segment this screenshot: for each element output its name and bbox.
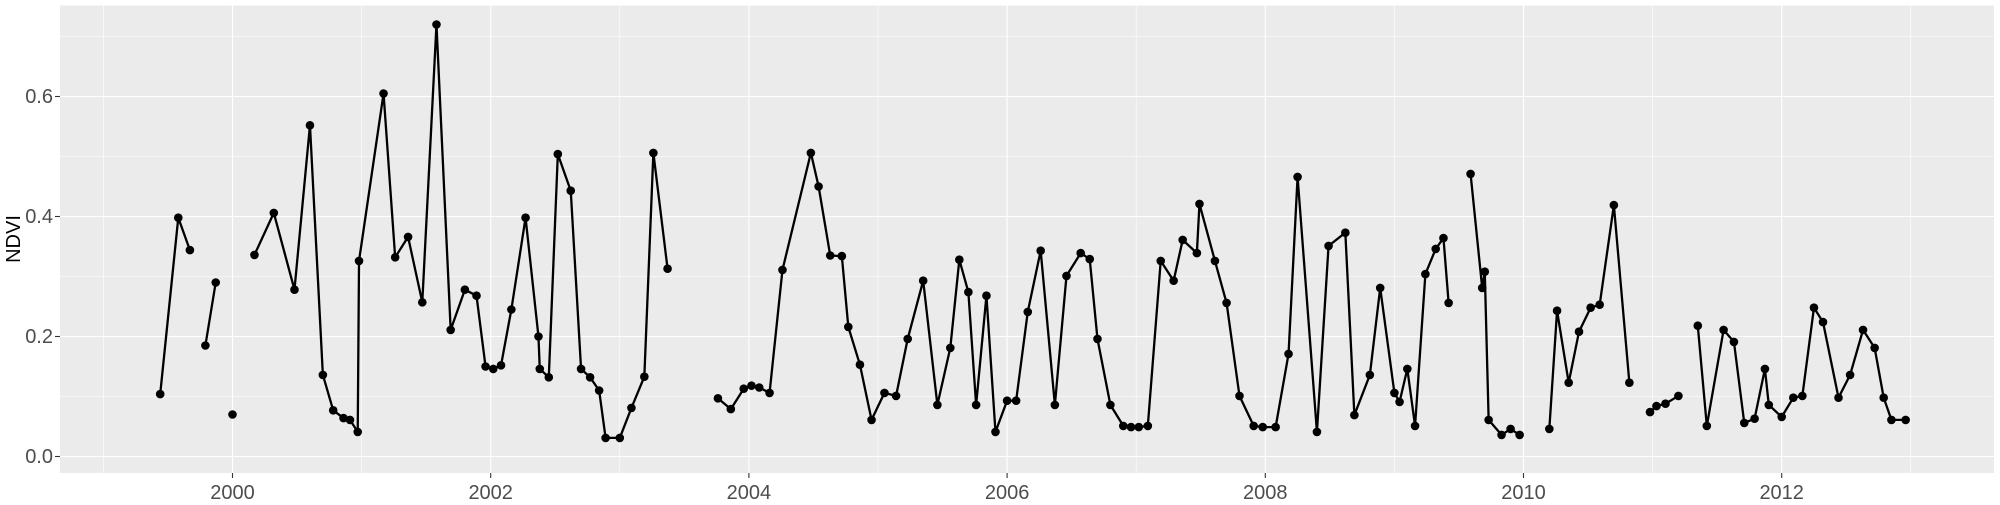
svg-text:2002: 2002 bbox=[468, 482, 513, 500]
svg-text:NDVI: NDVI bbox=[3, 215, 25, 263]
svg-text:0.2: 0.2 bbox=[25, 326, 53, 348]
svg-text:2008: 2008 bbox=[1243, 482, 1288, 500]
svg-text:2006: 2006 bbox=[985, 482, 1030, 500]
svg-text:0.0: 0.0 bbox=[25, 446, 53, 468]
svg-text:0.4: 0.4 bbox=[25, 206, 53, 228]
svg-text:2012: 2012 bbox=[1759, 482, 1804, 500]
svg-text:2000: 2000 bbox=[210, 482, 255, 500]
svg-text:0.6: 0.6 bbox=[25, 86, 53, 108]
svg-text:2010: 2010 bbox=[1501, 482, 1546, 500]
svg-text:2004: 2004 bbox=[727, 482, 772, 500]
